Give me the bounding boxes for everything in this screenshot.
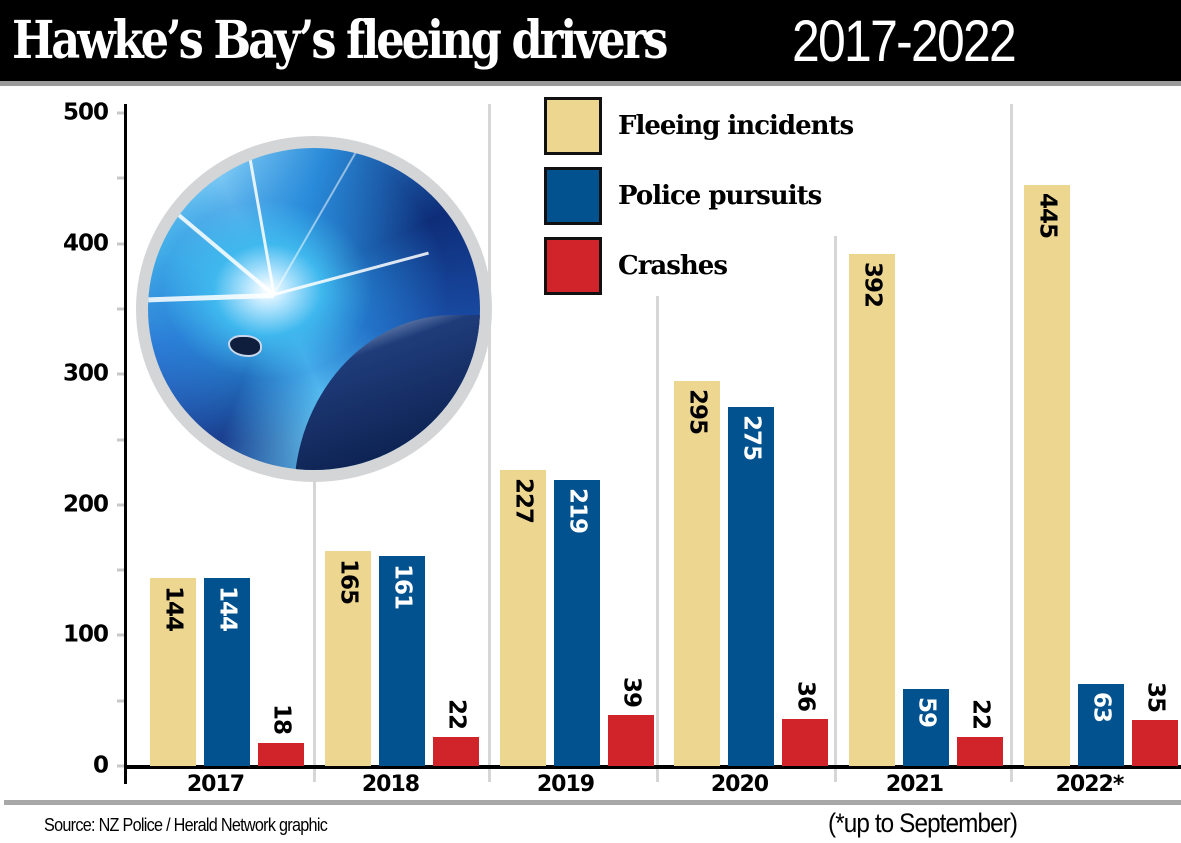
legend-swatch-crashes <box>544 237 602 295</box>
speeding-car-photo-icon <box>136 136 492 482</box>
y-tick-mark <box>117 503 124 507</box>
legend-label: Police pursuits <box>618 181 822 211</box>
bar-pursuits-2017: 144 <box>204 577 250 766</box>
bar-fleeing-2018: 165 <box>325 550 371 766</box>
bar-crashes-2020: 36 <box>782 681 828 766</box>
bar-pursuits-2020: 275 <box>728 406 774 766</box>
y-tick-label: 500 <box>62 99 109 126</box>
bar-value-label: 22 <box>967 699 994 730</box>
bar-value-label: 22 <box>443 699 470 730</box>
bar-value-label: 144 <box>160 585 187 631</box>
x-category-label: 2019 <box>536 772 595 797</box>
y-tick-mark <box>117 764 124 768</box>
bar-value-label: 35 <box>1142 682 1169 713</box>
car-mirror <box>227 334 262 357</box>
chart-title-years: 2017-2022 <box>792 9 1017 74</box>
bar-value-label: 295 <box>684 388 711 434</box>
source-credit: Source: NZ Police / Herald Network graph… <box>44 815 328 835</box>
x-axis-line <box>124 765 1181 769</box>
y-tick-mark <box>117 633 124 637</box>
group-separator <box>656 296 659 782</box>
bar-pursuits-2021: 59 <box>903 688 949 766</box>
bar-crashes-2019: 39 <box>608 677 654 766</box>
bar-value-label: 18 <box>268 704 295 735</box>
legend-item-fleeing: Fleeing incidents <box>544 97 854 155</box>
bar-fleeing-2022: 445 <box>1024 184 1070 766</box>
x-category-label: 2018 <box>361 772 420 797</box>
legend-label: Crashes <box>618 251 728 281</box>
footnote: (*up to September) <box>828 808 1018 838</box>
legend-label: Fleeing incidents <box>618 111 854 141</box>
bar-value-label: 59 <box>913 696 940 727</box>
bar-fleeing-2019: 227 <box>500 469 546 766</box>
group-separator <box>488 104 491 782</box>
y-tick-label: 200 <box>62 491 109 518</box>
bar-pursuits-2022: 63 <box>1078 683 1124 766</box>
bar-value-label: 144 <box>214 585 241 631</box>
bar-crashes-2018: 22 <box>433 699 479 766</box>
bar-value-label: 275 <box>738 414 765 460</box>
car-shape <box>294 315 480 470</box>
y-tick-mark <box>117 111 124 115</box>
y-tick-label: 100 <box>62 621 109 648</box>
legend-swatch-fleeing <box>544 97 602 155</box>
bar-pursuits-2018: 161 <box>379 555 425 766</box>
legend-item-pursuits: Police pursuits <box>544 167 822 225</box>
bar-value-label: 63 <box>1088 691 1115 722</box>
bar-value-label: 392 <box>859 262 886 308</box>
x-category-label: 2021 <box>885 772 944 797</box>
y-tick-mark <box>117 176 124 180</box>
bar-value-label: 36 <box>792 680 819 711</box>
footer-rule <box>4 800 1181 805</box>
x-category-label: 2020 <box>710 772 769 797</box>
group-separator <box>1010 104 1013 782</box>
group-separator <box>313 470 316 782</box>
title-bar: Hawke’s Bay’s fleeing drivers 2017-2022 <box>0 0 1181 86</box>
y-tick-mark <box>117 438 124 441</box>
bar-fleeing-2021: 392 <box>849 254 895 766</box>
bar-value-label: 161 <box>389 563 416 609</box>
bar-crashes-2021: 22 <box>957 699 1003 766</box>
bar-fleeing-2017: 144 <box>150 577 196 766</box>
bar-crashes-2017: 18 <box>258 704 304 766</box>
bar-value-label: 219 <box>564 488 591 534</box>
bar-fleeing-2020: 295 <box>674 380 720 766</box>
group-separator <box>834 236 837 782</box>
x-category-label: 2017 <box>186 772 245 797</box>
legend-swatch-pursuits <box>544 167 602 225</box>
y-tick-mark <box>117 307 124 311</box>
y-tick-label: 0 <box>92 752 109 779</box>
bar-crashes-2022: 35 <box>1132 682 1178 766</box>
y-tick-mark <box>117 242 124 246</box>
bar-value-label: 165 <box>335 558 362 604</box>
photo-inner <box>148 148 480 470</box>
x-category-label: 2022* <box>1055 772 1125 797</box>
y-tick-mark <box>117 568 124 572</box>
y-tick-mark <box>117 699 124 703</box>
chart-title: Hawke’s Bay’s fleeing drivers <box>12 10 668 71</box>
y-tick-label: 400 <box>62 230 109 257</box>
bar-value-label: 445 <box>1034 192 1061 238</box>
bar-pursuits-2019: 219 <box>554 480 600 766</box>
y-tick-mark <box>117 372 124 376</box>
bar-value-label: 227 <box>510 477 537 523</box>
y-axis-line <box>124 104 127 784</box>
bar-value-label: 39 <box>618 677 645 708</box>
legend-item-crashes: Crashes <box>544 237 728 295</box>
y-tick-label: 300 <box>62 360 109 387</box>
